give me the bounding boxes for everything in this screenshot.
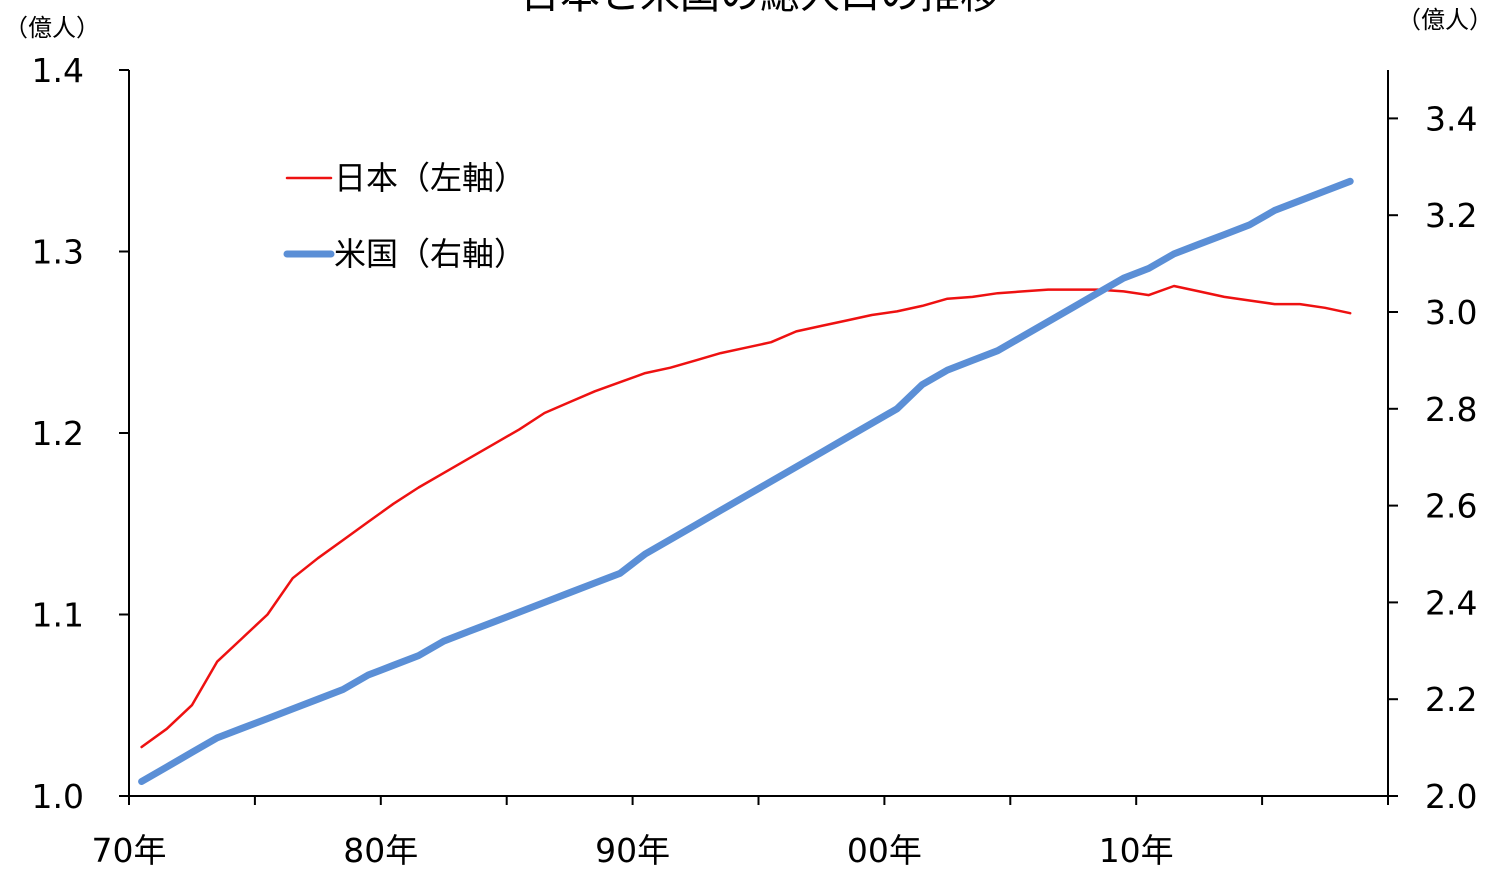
left-axis-ticks: 1.0 1.1 1.2 1.3 1.4: [32, 51, 129, 816]
left-tick-label: 1.0: [32, 777, 84, 816]
left-tick-label: 1.3: [32, 233, 84, 272]
series-lines: [138, 177, 1354, 785]
right-tick-label: 3.4: [1425, 99, 1477, 138]
right-tick-label: 2.8: [1425, 390, 1477, 429]
right-tick-label: 2.2: [1425, 680, 1477, 719]
right-tick-label: 2.6: [1425, 487, 1477, 526]
left-axis-unit: （億人）: [4, 14, 100, 42]
japan-series-line: [140, 284, 1352, 749]
legend-label-japan: 日本（左軸）: [334, 159, 526, 197]
x-axis-ticks: 70年 80年 90年 00年 10年: [92, 796, 1389, 869]
legend: 日本（左軸） 米国（右軸）: [283, 159, 526, 273]
x-tick-label: 90年: [595, 831, 670, 869]
x-tick-label: 80年: [343, 831, 418, 869]
left-tick-label: 1.4: [32, 51, 84, 90]
chart-title: 日本と米国の総人口の推移: [520, 0, 1000, 18]
right-tick-label: 2.4: [1425, 583, 1477, 622]
left-tick-label: 1.1: [32, 596, 84, 635]
left-tick-label: 1.2: [32, 414, 84, 453]
right-axis-ticks: 2.0 2.2 2.4 2.6 2.8 3.0 3.2 3.4: [1388, 99, 1477, 816]
x-tick-label: 00年: [847, 831, 922, 869]
right-tick-label: 2.0: [1425, 777, 1477, 816]
legend-label-us: 米国（右軸）: [334, 235, 526, 273]
us-series-line: [138, 177, 1354, 785]
x-tick-label: 70年: [92, 831, 167, 869]
right-tick-label: 3.2: [1425, 196, 1477, 235]
x-tick-label: 10年: [1099, 831, 1174, 869]
right-tick-label: 3.0: [1425, 293, 1477, 332]
right-axis-unit: （億人）: [1397, 6, 1493, 34]
